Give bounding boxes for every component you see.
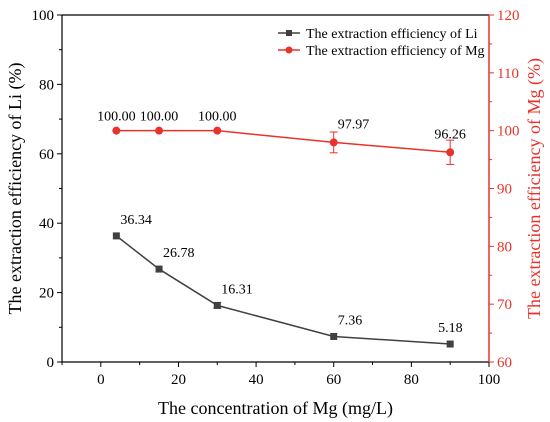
legend-marker-circle bbox=[285, 46, 293, 54]
y-tick-label-right: 110 bbox=[497, 66, 519, 82]
data-label: 5.18 bbox=[438, 321, 463, 336]
y-tick-label-right: 80 bbox=[497, 239, 512, 255]
data-label: 26.78 bbox=[163, 246, 195, 261]
data-label: 97.97 bbox=[338, 117, 370, 132]
data-point-circle bbox=[112, 126, 121, 135]
y-tick-label-right: 100 bbox=[497, 124, 520, 140]
y-tick-label-left: 20 bbox=[39, 286, 54, 302]
data-point-circle bbox=[155, 126, 164, 135]
x-tick-label: 80 bbox=[404, 372, 419, 388]
legend-label-1: The extraction efficiency of Li bbox=[306, 27, 478, 42]
y-axis-title-right: The extraction efficiency of Mg (%) bbox=[524, 58, 545, 319]
data-point-circle bbox=[329, 138, 338, 147]
y-tick-label-right: 60 bbox=[497, 355, 512, 371]
data-label: 100.00 bbox=[198, 110, 237, 125]
data-point-square bbox=[213, 301, 221, 309]
y-tick-label-right: 90 bbox=[497, 182, 512, 198]
data-label: 16.31 bbox=[221, 282, 253, 297]
legend-marker-square bbox=[286, 30, 292, 36]
data-label: 100.00 bbox=[140, 110, 179, 125]
data-point-square bbox=[330, 332, 338, 340]
x-tick-label: 40 bbox=[249, 372, 264, 388]
x-tick-label: 60 bbox=[326, 372, 341, 388]
y-tick-label-right: 70 bbox=[497, 297, 512, 313]
y-tick-label-right: 120 bbox=[497, 8, 520, 24]
data-point-circle bbox=[446, 148, 455, 157]
data-label: 36.34 bbox=[120, 213, 152, 228]
y-tick-label-left: 60 bbox=[39, 147, 54, 163]
y-axis-title-left: The extraction efficiency of Li (%) bbox=[5, 62, 26, 314]
y-tick-label-left: 80 bbox=[39, 77, 54, 93]
x-tick-label: 100 bbox=[478, 372, 501, 388]
data-label: 100.00 bbox=[97, 110, 136, 125]
y-tick-label-left: 40 bbox=[39, 216, 54, 232]
x-tick-label: 0 bbox=[97, 372, 105, 388]
data-label: 7.36 bbox=[338, 313, 363, 328]
data-point-square bbox=[446, 340, 454, 348]
y-tick-label-left: 100 bbox=[32, 8, 55, 24]
series-line-2 bbox=[116, 129, 451, 154]
data-point-square bbox=[112, 232, 120, 240]
legend-label-2: The extraction efficiency of Mg bbox=[306, 44, 485, 59]
data-label: 96.26 bbox=[434, 127, 466, 142]
x-tick-label: 20 bbox=[171, 372, 186, 388]
x-axis-title: The concentration of Mg (mg/L) bbox=[158, 398, 393, 419]
y-tick-label-left: 0 bbox=[47, 355, 55, 371]
data-point-circle bbox=[213, 126, 222, 135]
data-point-square bbox=[155, 265, 163, 273]
